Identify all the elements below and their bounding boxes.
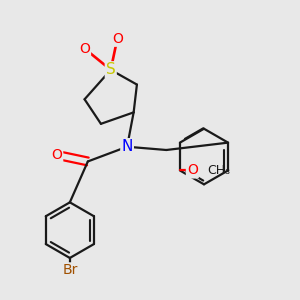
Text: S: S — [106, 62, 116, 77]
Text: O: O — [79, 42, 90, 56]
Text: O: O — [51, 148, 62, 162]
Text: CH₃: CH₃ — [207, 164, 230, 177]
Text: N: N — [122, 139, 133, 154]
Text: O: O — [112, 32, 123, 46]
Text: Br: Br — [62, 263, 77, 278]
Text: O: O — [187, 164, 198, 177]
